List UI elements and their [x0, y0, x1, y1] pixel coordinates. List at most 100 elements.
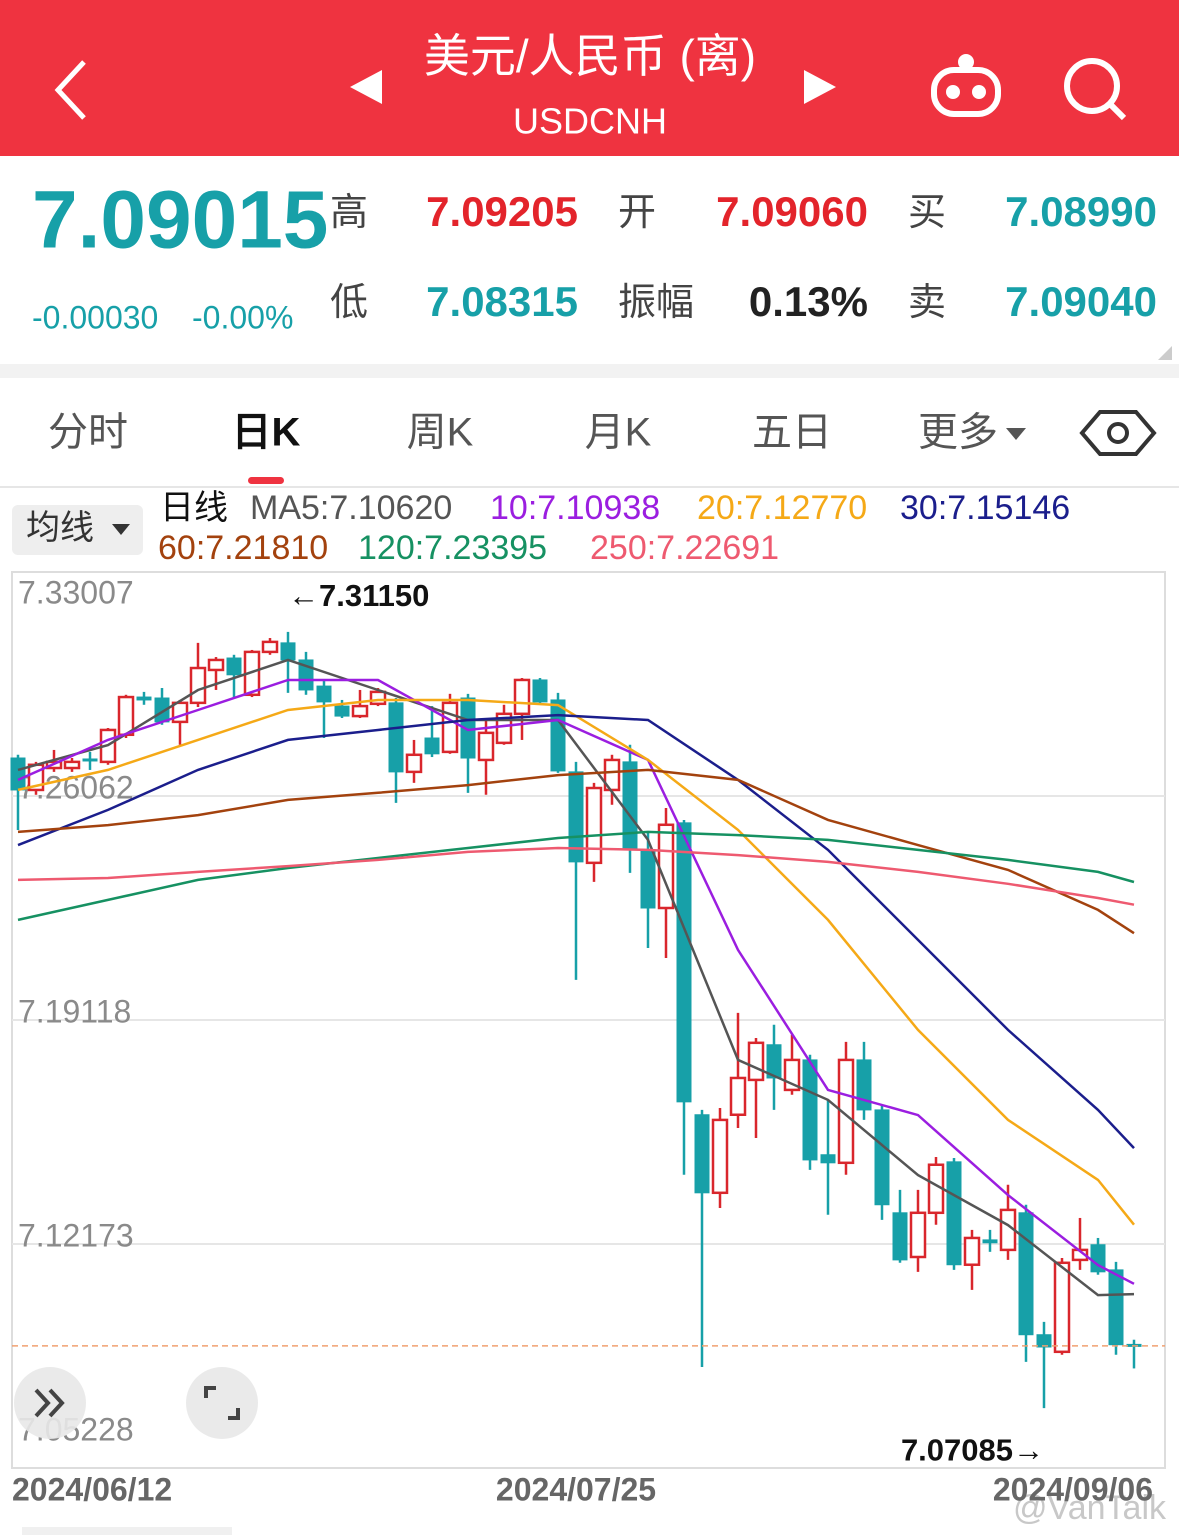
dropdown-caret	[1006, 428, 1026, 440]
candle-body	[711, 1118, 729, 1195]
period-label: 日线	[160, 489, 228, 527]
candle-body	[334, 705, 350, 717]
candle-body	[117, 695, 135, 737]
candle-body	[892, 1212, 908, 1261]
candle-body	[351, 704, 369, 718]
y-tick-label: 7.33007	[18, 574, 134, 610]
candle-body	[909, 1211, 927, 1259]
field-value: 7.08315	[426, 278, 578, 325]
indicator-button[interactable]	[12, 505, 143, 555]
field-label: 卖	[908, 282, 946, 324]
candle-body	[207, 658, 225, 672]
candle-body	[280, 642, 296, 661]
ma-line	[17, 658, 1135, 1297]
plot: 7.330077.260627.191187.121737.05228←7.31…	[10, 574, 1165, 1467]
ma-line	[17, 678, 1135, 1285]
candle-body	[189, 666, 207, 705]
dropdown-caret	[112, 524, 130, 535]
candle-body	[369, 690, 387, 706]
candle-body	[802, 1059, 818, 1161]
candle-body	[585, 786, 603, 865]
indicator-button-label: 均线	[26, 509, 94, 547]
candle-body	[405, 753, 423, 774]
candle-body	[640, 849, 656, 909]
ma-legend: 20:7.12770	[697, 489, 867, 527]
candle-body	[729, 1076, 747, 1116]
field-value: 0.13%	[749, 278, 868, 325]
ma-line	[17, 846, 1135, 906]
robot-icon[interactable]	[931, 54, 1001, 117]
tab[interactable]: 分时	[48, 411, 128, 455]
candle-body	[513, 678, 531, 716]
field-label: 低	[330, 282, 368, 324]
header-title: 美元/人民币 (离)	[424, 30, 756, 82]
settings-icon[interactable]	[1079, 410, 1157, 456]
quote-fields: 高 7.09205 开 7.09060 买 7.08990 低 7.08315 振幅 0.13% 卖…	[330, 188, 1157, 325]
ma-legend: 250:7.22691	[590, 529, 779, 567]
extreme-annotation: ←7.31150	[288, 578, 429, 613]
field-value: 7.09205	[426, 188, 578, 235]
candle-body	[837, 1058, 855, 1165]
candle-body	[622, 761, 638, 849]
header-bar	[0, 0, 1179, 156]
ma-legend: 10:7.10938	[490, 489, 660, 527]
candle-body	[532, 679, 548, 703]
candle-body	[820, 1154, 836, 1164]
candle-body	[568, 771, 584, 863]
back-button[interactable]	[54, 60, 86, 120]
candle-body	[747, 1041, 765, 1082]
candle-body	[1108, 1269, 1124, 1346]
tab[interactable]: 更多	[918, 411, 998, 455]
candle-body	[982, 1239, 998, 1244]
candle-body	[676, 822, 692, 1103]
last-price: 7.09015	[32, 175, 328, 266]
next-arrow[interactable]	[804, 70, 836, 104]
field-label: 买	[908, 192, 946, 234]
candle-body	[1036, 1334, 1052, 1348]
field-label: 高	[330, 192, 368, 234]
ma-line	[17, 830, 1135, 922]
candle-body	[694, 1114, 710, 1194]
ma-line	[17, 713, 1135, 1149]
expand-left-button[interactable]	[14, 1367, 86, 1439]
bottom-bar	[22, 1527, 232, 1535]
candle-body	[424, 737, 440, 755]
candle-body	[82, 758, 98, 762]
candle-body	[1053, 1261, 1071, 1354]
tab[interactable]: 周K	[407, 411, 474, 455]
field-value: 7.09060	[716, 188, 868, 235]
tab-active[interactable]: 日K	[232, 411, 301, 455]
corner-mark	[1158, 346, 1172, 360]
x-tick-label: 2024/09/06	[993, 1471, 1153, 1507]
extreme-annotation: 7.07085→	[901, 1432, 1044, 1467]
prev-arrow[interactable]	[350, 70, 382, 104]
tab[interactable]: 月K	[585, 411, 652, 455]
candle-body	[171, 701, 189, 724]
candle-body	[856, 1059, 872, 1111]
tab[interactable]: 五日	[752, 411, 832, 455]
ma-legend: 30:7.15146	[900, 489, 1070, 527]
candle-body	[441, 701, 459, 754]
candle-body	[946, 1161, 962, 1266]
x-tick-label: 2024/06/12	[12, 1471, 172, 1507]
ma-line	[17, 768, 1135, 935]
candle-body	[226, 657, 242, 676]
candle-body	[766, 1044, 782, 1079]
search-icon[interactable]	[1064, 58, 1127, 121]
candle-body	[477, 731, 495, 762]
candle-body	[1018, 1212, 1034, 1336]
field-label: 开	[618, 192, 656, 234]
price-change: -0.00030	[32, 299, 158, 335]
candle-body	[550, 699, 566, 772]
x-tick-label: 2024/07/25	[496, 1471, 656, 1507]
watermark: @VanTalk	[1013, 1489, 1167, 1527]
ma-legend: 60:7.21810	[158, 529, 328, 567]
candle-body	[963, 1236, 981, 1266]
field-value: 7.08990	[1005, 188, 1157, 235]
candle-body	[136, 696, 152, 701]
fullscreen-button[interactable]	[186, 1367, 258, 1439]
candle-body	[874, 1109, 890, 1206]
divider	[0, 364, 1179, 378]
tab-underline	[248, 477, 284, 484]
